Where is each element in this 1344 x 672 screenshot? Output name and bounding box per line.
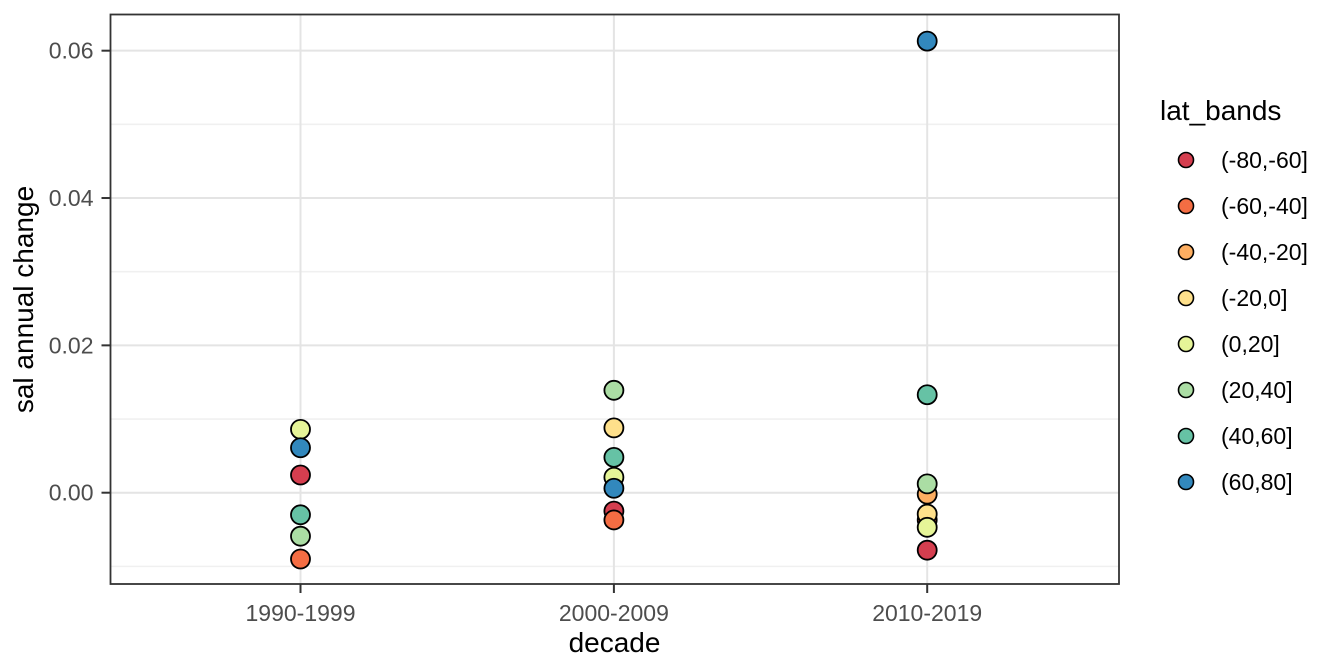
data-point [603,417,625,439]
legend-key-swatch [1177,243,1195,261]
data-point [290,525,311,547]
y-tick-label: 0.04 [49,185,94,211]
x-tick-label: 1990-1999 [246,600,356,626]
x-axis-title: decade [569,627,661,658]
legend-key-swatch [1177,473,1195,491]
legend-entries: (-80,-60] (-60,-40] (-40,-20] (-20,0] (0,20]… [1177,147,1308,495]
data-point [603,477,625,499]
data-point [290,464,311,486]
x-tick-label: 2010-2019 [872,600,982,626]
legend-entry-label: (60,80] [1221,469,1293,495]
data-point [290,548,311,570]
legend-entry-label: (40,60] [1221,423,1293,449]
x-axis-tick-labels: 1990-1999 2000-2009 2010-2019 [246,600,983,626]
legend-entry-label: (-80,-60] [1221,147,1308,173]
y-axis-title: sal annual change [8,186,39,413]
y-tick-label: 0.00 [49,480,94,506]
legend-key-swatch [1177,197,1195,215]
axis-tick-marks [101,49,929,593]
legend-entry-label: (0,20] [1221,331,1280,357]
x-tick-label: 2000-2009 [559,600,669,626]
legend-key-swatch [1177,335,1195,353]
data-point [916,384,938,406]
data-point [603,446,625,468]
legend-entry-label: (20,40] [1221,377,1293,403]
data-point [290,504,311,526]
data-point [916,539,938,561]
data-point [916,516,938,538]
data-point [916,473,938,495]
data-points [290,30,938,570]
legend-key-swatch [1177,289,1195,307]
legend-entry-label: (-60,-40] [1221,193,1308,219]
y-tick-label: 0.06 [49,38,94,64]
data-point [290,418,311,440]
data-point [290,437,311,459]
legend-key-swatch [1177,381,1195,399]
data-point [603,509,625,531]
legend-entry-label: (-40,-20] [1221,239,1308,265]
legend: lat_bands (-80,-60] (-60,-40] (-40,-20] (-2… [1160,95,1308,495]
y-tick-label: 0.02 [49,332,94,358]
legend-entry-label: (-20,0] [1221,285,1287,311]
legend-title: lat_bands [1160,95,1281,126]
y-axis-tick-labels: 0.00 0.02 0.04 0.06 [49,38,94,506]
data-point [603,379,625,401]
legend-key-swatch [1177,427,1195,445]
data-point [916,30,938,52]
legend-key-swatch [1177,151,1195,169]
